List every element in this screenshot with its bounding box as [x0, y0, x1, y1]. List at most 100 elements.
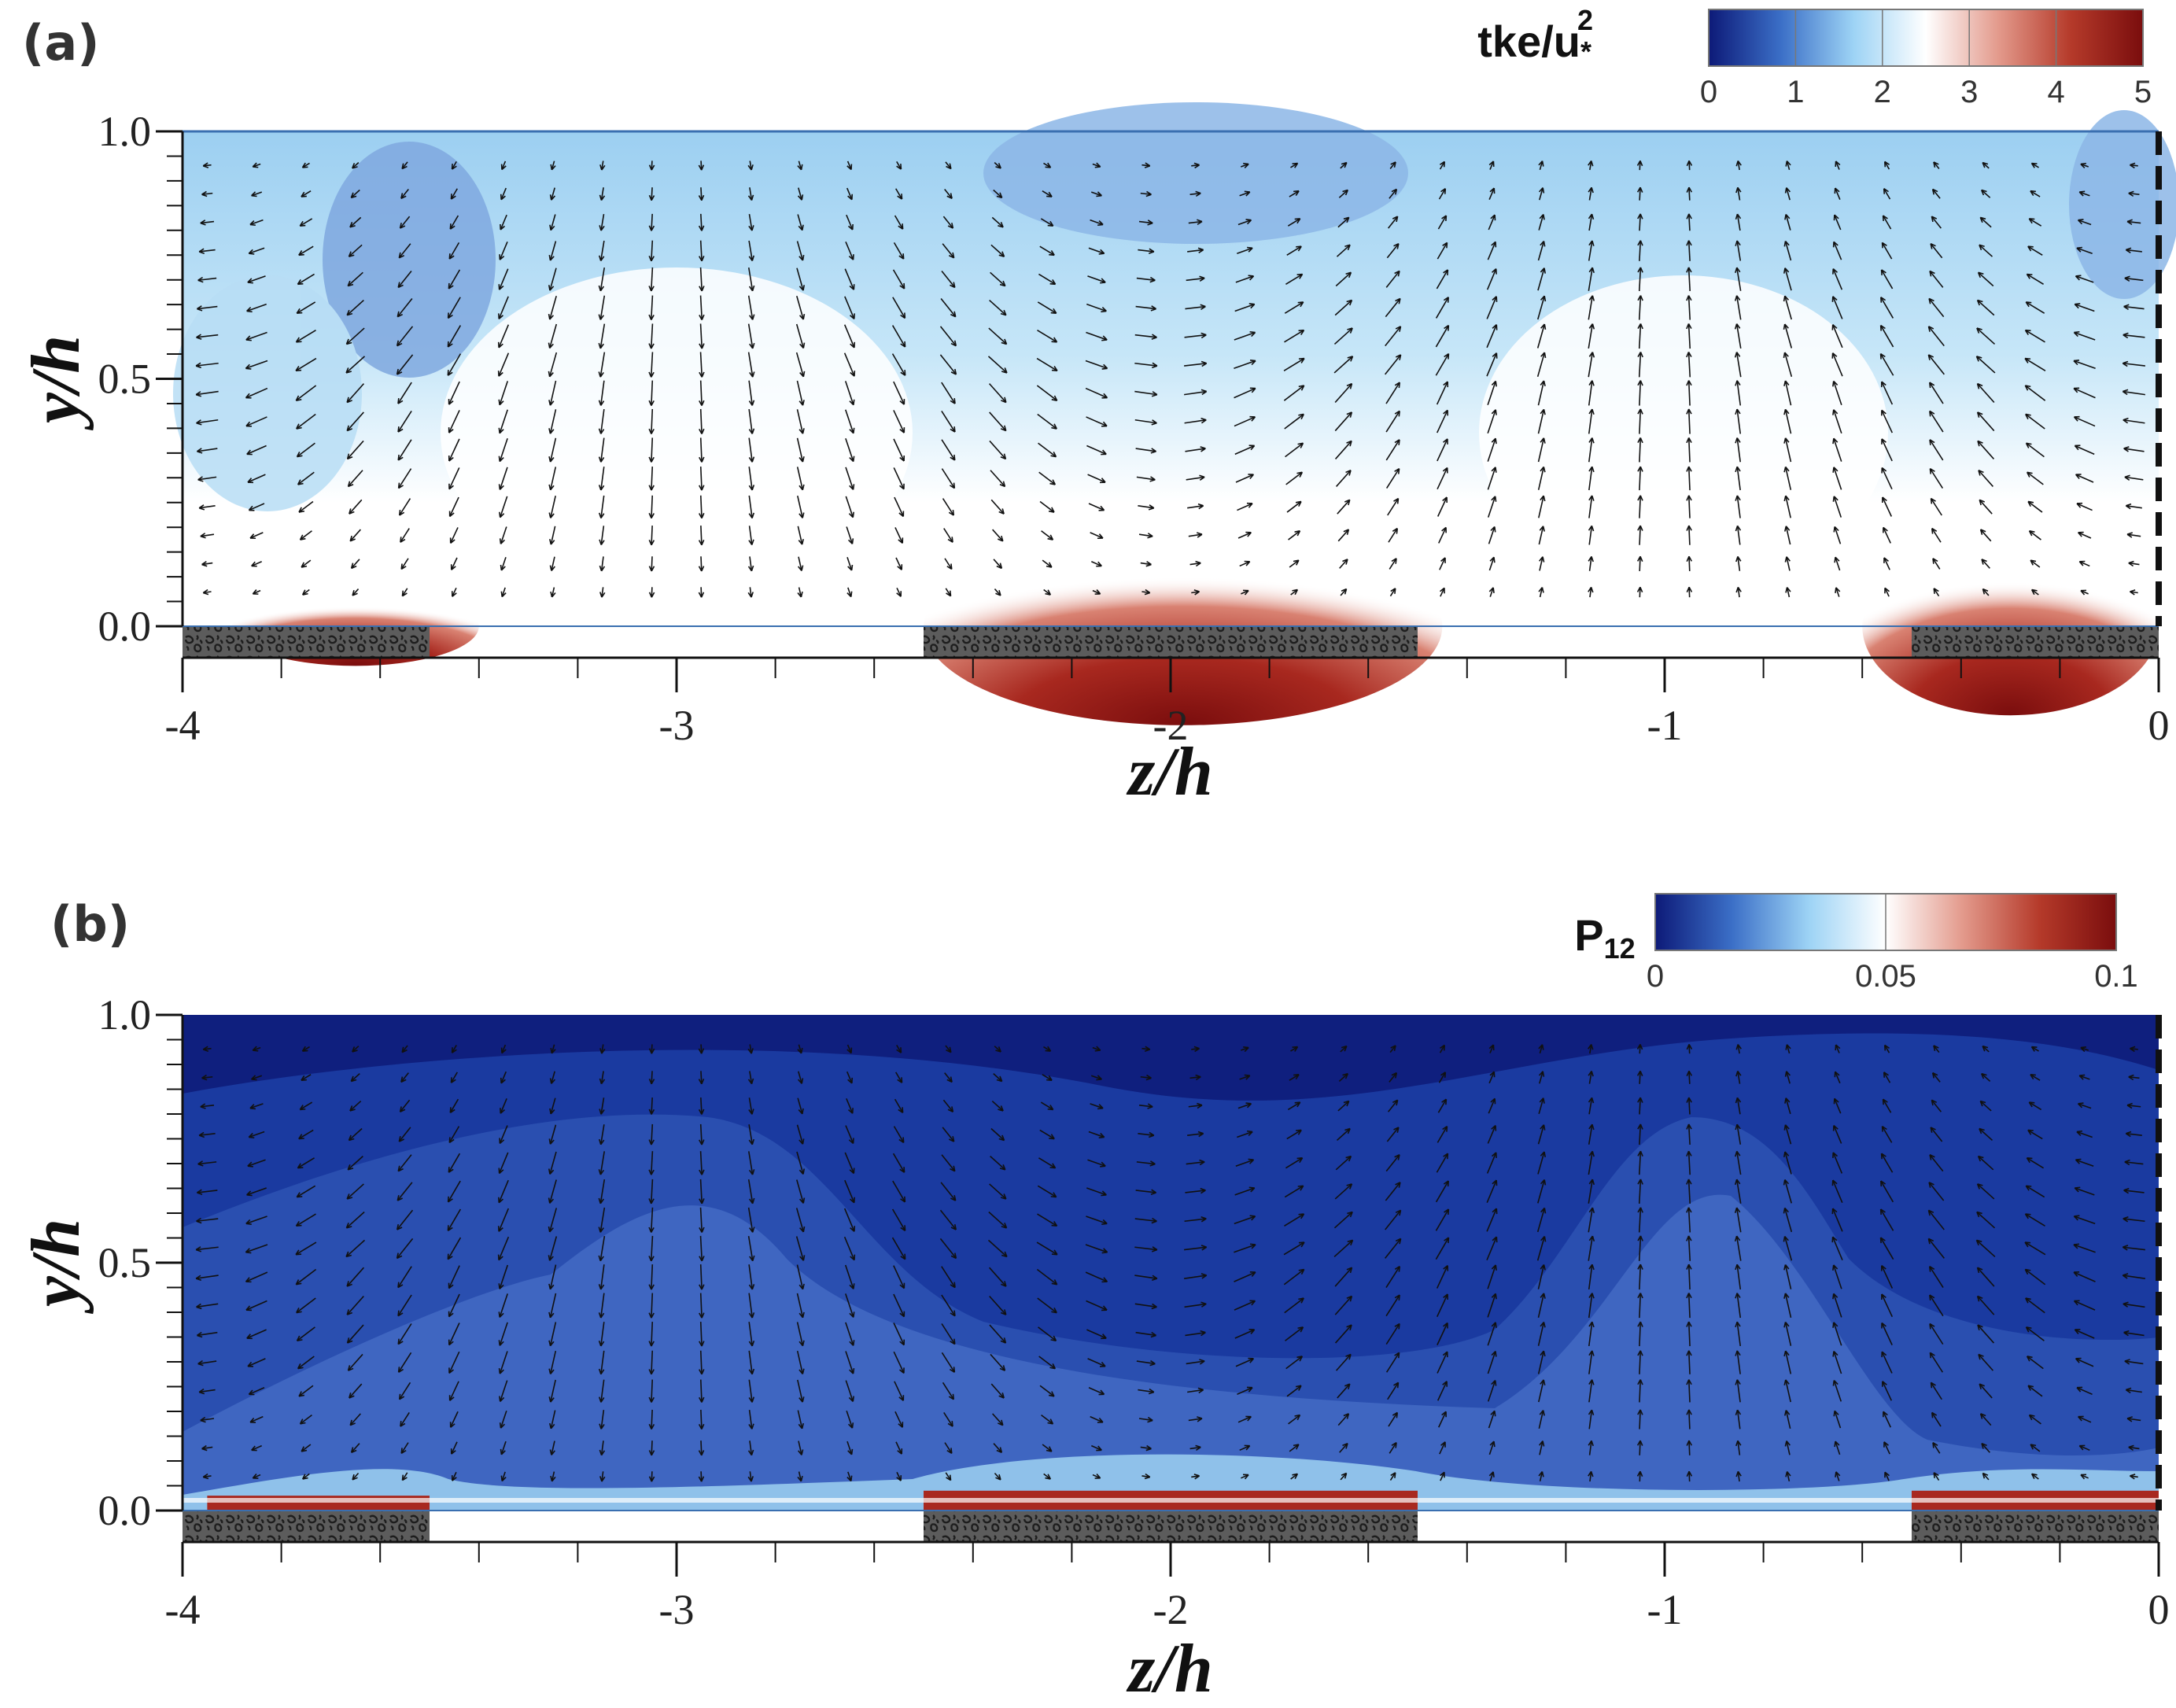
velocity-vector-head [1538, 160, 1544, 167]
velocity-vector-head [2123, 417, 2129, 424]
velocity-vector-head [1784, 1097, 1791, 1104]
velocity-vector [1880, 269, 1894, 290]
velocity-vector [249, 219, 264, 226]
velocity-vector [1337, 1413, 1349, 1426]
velocity-vector [798, 1441, 802, 1455]
velocity-vector-head [1981, 1072, 1987, 1079]
velocity-vector [846, 1044, 852, 1053]
velocity-vector [1927, 354, 1945, 375]
velocity-vector [1975, 1239, 1996, 1258]
velocity-vector [1833, 409, 1842, 434]
velocity-vector-head [548, 1311, 555, 1319]
velocity-vector [988, 1211, 1008, 1229]
velocity-vector-head [352, 589, 358, 596]
velocity-vector [2073, 387, 2096, 399]
velocity-vector-head [1783, 437, 1790, 444]
velocity-vector-head [996, 563, 1003, 570]
velocity-vector [748, 437, 754, 463]
velocity-vector-head [1880, 297, 1886, 303]
velocity-vector [699, 1179, 703, 1204]
velocity-vector [1835, 556, 1841, 571]
velocity-vector-head [896, 591, 902, 597]
velocity-vector [1437, 1381, 1448, 1401]
velocity-vector [844, 381, 854, 405]
velocity-vector [1042, 1444, 1053, 1452]
velocity-vector-head [1976, 411, 1983, 418]
velocity-vector-head [1342, 1442, 1348, 1449]
velocity-vector [651, 240, 654, 261]
velocity-vector-head [1491, 241, 1497, 248]
velocity-vector [1334, 440, 1352, 459]
velocity-vector-head [699, 1341, 705, 1347]
velocity-vector-head [1835, 160, 1841, 167]
colorbar-tick-label: 0 [1700, 75, 1717, 109]
velocity-vector-head [498, 1311, 504, 1318]
velocity-vector [2025, 329, 2045, 343]
velocity-vector-head [2126, 219, 2133, 226]
velocity-vector [747, 323, 754, 349]
velocity-vector-head [850, 1197, 855, 1204]
velocity-vector [992, 1413, 1004, 1426]
velocity-vectors-a [195, 160, 2145, 598]
velocity-vector-head [549, 565, 555, 571]
velocity-vector [1588, 1441, 1592, 1455]
velocity-vector-head [1883, 526, 1888, 533]
velocity-vector-head [1393, 1382, 1400, 1389]
velocity-vector-head [1735, 466, 1741, 473]
velocity-vector-head [1395, 354, 1402, 360]
velocity-vector-head [397, 1282, 404, 1289]
velocity-vector-head [899, 399, 905, 405]
velocity-vector [549, 467, 557, 490]
velocity-vector-head [397, 426, 404, 433]
velocity-vector-head [1783, 1321, 1790, 1328]
velocity-vector [601, 160, 604, 171]
velocity-vector-head [1390, 1045, 1396, 1052]
velocity-vector-head [749, 1255, 755, 1262]
velocity-vector-head [548, 1283, 555, 1290]
velocity-vector [448, 438, 460, 462]
velocity-vector-head [1248, 275, 1255, 281]
velocity-vector-head [998, 251, 1005, 257]
velocity-vector-head [1050, 1192, 1057, 1198]
velocity-vector-head [798, 1283, 805, 1290]
velocity-vector-head [549, 539, 555, 545]
velocity-vector [1833, 467, 1842, 490]
velocity-vector-head [849, 484, 855, 490]
velocity-vector [2079, 1444, 2090, 1452]
velocity-vector-head [850, 341, 856, 349]
velocity-vector [450, 527, 459, 544]
velocity-vector [700, 1097, 703, 1115]
velocity-vector-head [399, 223, 406, 229]
velocity-vector [1337, 1100, 1350, 1112]
velocity-vector-head [448, 399, 454, 405]
velocity-vector [197, 1190, 218, 1193]
velocity-vector [1488, 1441, 1495, 1455]
velocity-vector [1435, 1237, 1450, 1260]
velocity-vector-head [1296, 1356, 1304, 1362]
velocity-vector-head [648, 1369, 655, 1375]
velocity-vector-head [648, 1284, 655, 1290]
velocity-vector [1831, 1208, 1843, 1232]
velocity-vector [2030, 559, 2041, 568]
velocity-vector [699, 1322, 703, 1347]
velocity-vector-head [998, 1105, 1004, 1112]
velocity-vector-head [1930, 1127, 1936, 1133]
velocity-vector [1736, 467, 1741, 491]
velocity-vector-head [1094, 1046, 1101, 1052]
velocity-vector [498, 296, 509, 319]
velocity-vector-head [2130, 162, 2136, 169]
velocity-vector-head [1929, 439, 1935, 445]
velocity-vector [1786, 587, 1791, 598]
velocity-vector-head [1637, 1179, 1643, 1185]
velocity-vector [942, 1099, 954, 1112]
velocity-vector [352, 1472, 360, 1481]
velocity-vector [1285, 442, 1304, 458]
velocity-vector-head [1540, 1207, 1547, 1214]
velocity-vector-head [1151, 419, 1157, 426]
velocity-vector [1735, 1151, 1742, 1175]
velocity-vector [1639, 1264, 1642, 1290]
velocity-vector [1884, 1471, 1890, 1481]
velocity-vector [1929, 1266, 1944, 1289]
velocity-vector [346, 383, 365, 404]
